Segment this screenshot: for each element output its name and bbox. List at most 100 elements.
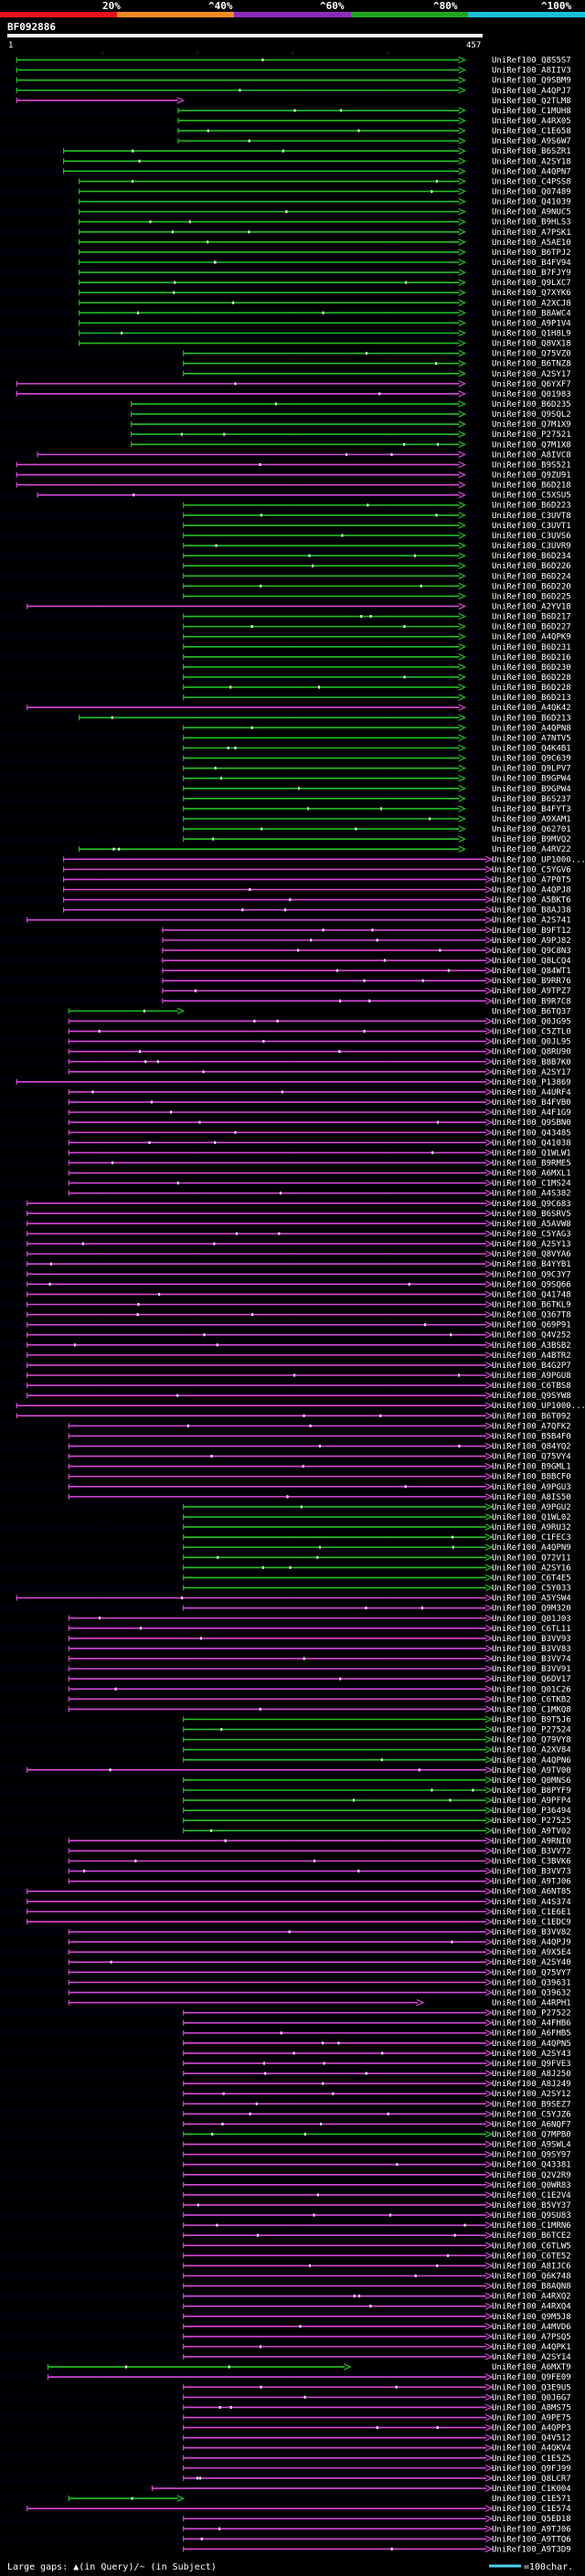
hit-row[interactable]: UniRef100_A6MXL1 [0, 1168, 571, 1179]
hit-row[interactable]: UniRef100_A4QPN9 [0, 1542, 571, 1553]
hit-row[interactable]: UniRef100_Q1WL02 [0, 1511, 571, 1522]
hit-row[interactable]: UniRef100_B4G2P7 [0, 1360, 571, 1371]
hit-row[interactable]: UniRef100_A2SY12 [0, 2088, 571, 2100]
hit-row[interactable]: UniRef100_UP1000... [0, 853, 585, 865]
hit-row[interactable]: UniRef100_A4FHB6 [0, 2018, 571, 2029]
hit-row[interactable]: UniRef100_A6FHB5 [0, 2028, 571, 2039]
hit-row[interactable]: UniRef100_A4QPN6 [0, 1754, 571, 1765]
hit-accession[interactable]: UniRef100_B6S237 [492, 795, 571, 804]
hit-row[interactable]: UniRef100_C1E2V4 [0, 2189, 571, 2200]
hit-accession[interactable]: UniRef100_A8IIV3 [492, 67, 571, 76]
hit-row[interactable]: UniRef100_A7NTV5 [0, 732, 571, 744]
hit-accession[interactable]: UniRef100_B6TKL9 [492, 1301, 571, 1310]
hit-accession[interactable]: UniRef100_C1E6E1 [492, 1908, 571, 1917]
hit-row[interactable]: UniRef100_B8AJ38 [0, 905, 571, 916]
hit-row[interactable]: UniRef100_A9PE75 [0, 2412, 571, 2423]
hit-accession[interactable]: UniRef100_A9PFP4 [492, 1797, 571, 1806]
hit-row[interactable]: UniRef100_Q0J6G7 [0, 2391, 571, 2403]
hit-row[interactable]: UniRef100_B6SRV5 [0, 1208, 571, 1219]
hit-accession[interactable]: UniRef100_A9RU32 [492, 1523, 571, 1532]
hit-accession[interactable]: UniRef100_B4G2P7 [492, 1362, 571, 1371]
hit-row[interactable]: UniRef100_A7PSK1 [0, 227, 571, 238]
hit-row[interactable]: UniRef100_A9PFP4 [0, 1795, 571, 1807]
hit-accession[interactable]: UniRef100_A9NUC5 [492, 208, 571, 217]
hit-row[interactable]: UniRef100_B8BCF0 [0, 1471, 571, 1482]
hit-accession[interactable]: UniRef100_B8AJ38 [492, 906, 571, 916]
hit-row[interactable]: UniRef100_A4QPJ7 [0, 85, 571, 96]
hit-row[interactable]: UniRef100_B6D228 [0, 682, 571, 694]
hit-accession[interactable]: UniRef100_A9XAM1 [492, 815, 571, 824]
hit-accession[interactable]: UniRef100_A2S741 [492, 917, 571, 926]
hit-accession[interactable]: UniRef100_B8AWC4 [492, 309, 571, 318]
hit-accession[interactable]: UniRef100_B6D228 [492, 684, 571, 693]
hit-accession[interactable]: UniRef100_B3VV91 [492, 1665, 571, 1674]
hit-row[interactable]: UniRef100_A2SY17 [0, 368, 571, 379]
hit-accession[interactable]: UniRef100_Q9SQ66 [492, 1280, 571, 1289]
hit-row[interactable]: UniRef100_Q6YXF7 [0, 378, 571, 389]
hit-row[interactable]: UniRef100_Q0MNS6 [0, 1775, 571, 1786]
hit-row[interactable]: UniRef100_C1MS24 [0, 1178, 571, 1189]
hit-accession[interactable]: UniRef100_C1E658 [492, 127, 571, 136]
hit-accession[interactable]: UniRef100_A6MXL1 [492, 1170, 571, 1179]
hit-accession[interactable]: UniRef100_B3VV93 [492, 1635, 571, 1644]
hit-row[interactable]: UniRef100_A4QPJ8 [0, 884, 571, 896]
hit-accession[interactable]: UniRef100_A2SY13 [492, 1240, 571, 1249]
hit-row[interactable]: UniRef100_B4YYB1 [0, 1258, 571, 1270]
hit-accession[interactable]: UniRef100_B6D231 [492, 643, 571, 652]
hit-row[interactable]: UniRef100_B6D231 [0, 641, 571, 652]
hit-accession[interactable]: UniRef100_Q6YXF7 [492, 380, 571, 389]
hit-accession[interactable]: UniRef100_A9X5E4 [492, 1948, 571, 1957]
hit-accession[interactable]: UniRef100_Q6K748 [492, 2272, 571, 2281]
hit-accession[interactable]: UniRef100_A4QPJ7 [492, 87, 571, 96]
hit-row[interactable]: UniRef100_B3VV73 [0, 1866, 571, 1877]
hit-row[interactable]: UniRef100_Q8LCR7 [0, 2473, 571, 2484]
hit-row[interactable]: UniRef100_Q4K4B1 [0, 742, 571, 754]
hit-accession[interactable]: UniRef100_A2SY14 [492, 2353, 571, 2362]
hit-row[interactable]: UniRef100_A8J250 [0, 2068, 571, 2080]
hit-accession[interactable]: UniRef100_A6FHB5 [492, 2030, 571, 2039]
hit-row[interactable]: UniRef100_C5YJZ6 [0, 2108, 571, 2120]
hit-accession[interactable]: UniRef100_B6D217 [492, 613, 571, 622]
hit-row[interactable]: UniRef100_C5YAG3 [0, 1228, 571, 1239]
hit-accession[interactable]: UniRef100_B4FYT3 [492, 805, 571, 814]
hit-row[interactable]: UniRef100_B6D227 [0, 621, 571, 632]
hit-accession[interactable]: UniRef100_A4QPN7 [492, 167, 571, 176]
hit-accession[interactable]: UniRef100_A4BTR2 [492, 1352, 571, 1361]
hit-accession[interactable]: UniRef100_Q9FVE3 [492, 2060, 571, 2069]
hit-row[interactable]: UniRef100_Q9C8N3 [0, 945, 571, 956]
hit-accession[interactable]: UniRef100_B6TQ37 [492, 1007, 571, 1016]
hit-accession[interactable]: UniRef100_A9S6W7 [492, 137, 571, 146]
hit-accession[interactable]: UniRef100_A4QPN6 [492, 1756, 571, 1765]
hit-accession[interactable]: UniRef100_B6D220 [492, 582, 571, 591]
hit-accession[interactable]: UniRef100_Q7MPB0 [492, 2130, 571, 2139]
hit-accession[interactable]: UniRef100_A4QK42 [492, 704, 571, 713]
hit-row[interactable]: UniRef100_P27521 [0, 429, 571, 440]
hit-accession[interactable]: UniRef100_C6TBS8 [492, 1382, 571, 1391]
hit-accession[interactable]: UniRef100_UP1000... [492, 855, 585, 864]
hit-row[interactable]: UniRef100_B6TKL9 [0, 1299, 571, 1310]
hit-row[interactable]: UniRef100_A4RX05 [0, 115, 571, 126]
hit-accession[interactable]: UniRef100_B9R7C8 [492, 997, 571, 1006]
hit-row[interactable]: UniRef100_Q0JG95 [0, 1015, 571, 1027]
hit-row[interactable]: UniRef100_Q07489 [0, 186, 571, 197]
hit-accession[interactable]: UniRef100_Q84WT1 [492, 967, 571, 976]
hit-accession[interactable]: UniRef100_Q39631 [492, 1978, 571, 1988]
hit-accession[interactable]: UniRef100_Q9FE09 [492, 2373, 571, 2382]
hit-row[interactable]: UniRef100_B4FYT3 [0, 803, 571, 814]
hit-accession[interactable]: UniRef100_A9PGU2 [492, 1503, 571, 1512]
hit-row[interactable]: UniRef100_A4MVD6 [0, 2321, 571, 2332]
hit-accession[interactable]: UniRef100_B3VV73 [492, 1868, 571, 1877]
hit-row[interactable]: UniRef100_B6D230 [0, 662, 571, 673]
hit-accession[interactable]: UniRef100_B7FJY9 [492, 269, 571, 278]
hit-row[interactable]: UniRef100_B6SZR1 [0, 145, 571, 157]
hit-row[interactable]: UniRef100_B8AQN8 [0, 2281, 571, 2292]
hit-accession[interactable]: UniRef100_B6D230 [492, 663, 571, 673]
hit-row[interactable]: UniRef100_A7QFK2 [0, 1420, 571, 1432]
hit-row[interactable]: UniRef100_A6NQF7 [0, 2118, 571, 2130]
hit-accession[interactable]: UniRef100_Q1H8L9 [492, 330, 571, 339]
hit-row[interactable]: UniRef100_Q01983 [0, 388, 571, 399]
hit-accession[interactable]: UniRef100_B3VV72 [492, 1847, 571, 1856]
hit-row[interactable]: UniRef100_Q8VX18 [0, 338, 571, 349]
hit-row[interactable]: UniRef100_A8IVC8 [0, 449, 571, 461]
hit-accession[interactable]: UniRef100_B6D223 [492, 502, 571, 511]
